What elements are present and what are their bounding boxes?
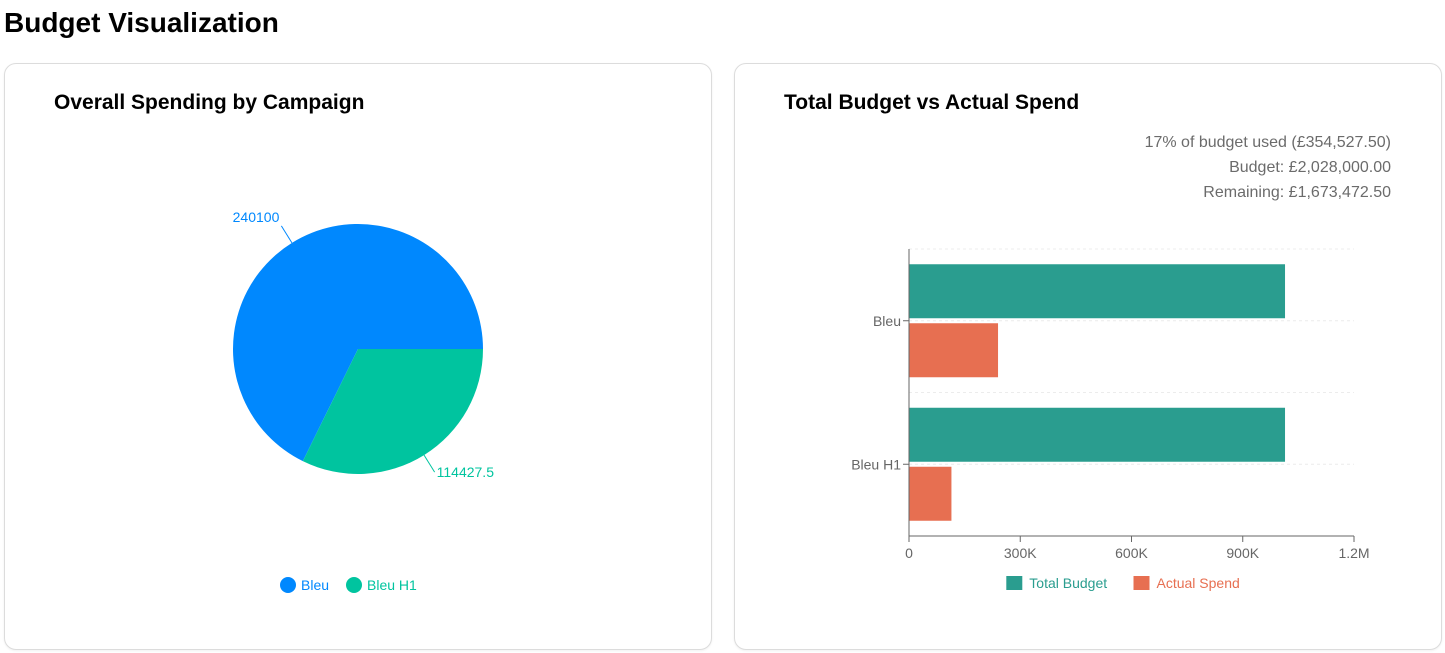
pie-label-bleu: 240100	[233, 209, 280, 225]
x-tick-label: 0	[905, 545, 913, 561]
pie-chart-title: Overall Spending by Campaign	[54, 91, 365, 114]
legend-label-bleu-h1: Bleu H1	[367, 577, 417, 593]
pie-slice-bleu-h1	[302, 349, 483, 475]
x-tick-label: 1.2M	[1338, 545, 1369, 561]
legend-swatch-actual-spend	[1133, 576, 1150, 590]
bar-chart-title: Total Budget vs Actual Spend	[784, 91, 1080, 114]
legend-swatch-bleu-h1	[346, 577, 362, 593]
legend-label-total-budget: Total Budget	[1029, 575, 1107, 591]
y-tick-label-bleu-h1: Bleu H1	[851, 456, 901, 472]
x-tick-label: 300K	[1004, 545, 1037, 561]
pie-chart: 240100 114427.5 Bleu Bleu H1	[233, 209, 495, 593]
legend-label-actual-spend: Actual Spend	[1157, 575, 1240, 591]
pie-label-bleu-h1: 114427.5	[437, 464, 495, 480]
pie-slice-bleu	[233, 224, 483, 462]
budget-total-text: Budget: £2,028,000.00	[1229, 159, 1391, 176]
budget-summary: 17% of budget used (£354,527.50) Budget:…	[1145, 130, 1391, 205]
bar-bleu-h1-actual-spend	[909, 466, 952, 521]
bar-chart: Bleu Bleu H1 0 300K 600K 900K 1.2M Total Budget…	[851, 248, 1370, 591]
pie-label-line-bleu-h1	[423, 454, 436, 473]
budget-remaining-text: Remaining: £1,673,472.50	[1203, 184, 1391, 201]
bar-bleu-total-budget	[909, 264, 1286, 319]
legend-swatch-total-budget	[1006, 576, 1023, 590]
x-tick-label: 600K	[1115, 545, 1148, 561]
bar-bleu-h1-total-budget	[909, 407, 1286, 462]
page-title: Budget Visualization	[4, 7, 279, 38]
y-tick-label-bleu: Bleu	[873, 313, 901, 329]
budget-used-text: 17% of budget used (£354,527.50)	[1144, 134, 1391, 151]
legend-swatch-bleu	[280, 577, 296, 593]
pie-label-line-bleu	[280, 225, 293, 244]
bar-chart-card: Total Budget vs Actual Spend 17% of budg…	[734, 63, 1442, 650]
x-tick-label: 900K	[1226, 545, 1259, 561]
pie-chart-card: Overall Spending by Campaign 240100 11442…	[4, 63, 712, 650]
legend-label-bleu: Bleu	[301, 577, 329, 593]
bar-bleu-actual-spend	[909, 323, 999, 378]
